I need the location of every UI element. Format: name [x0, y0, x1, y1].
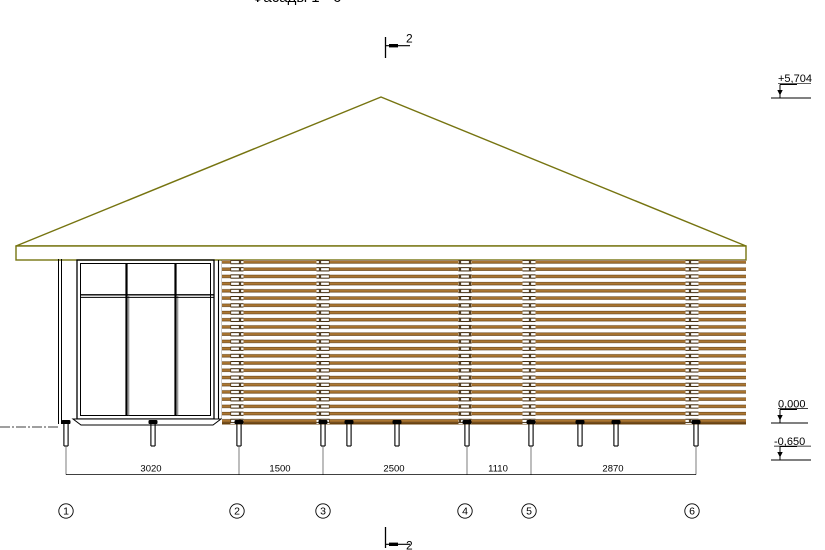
svg-text:1: 1: [63, 506, 69, 518]
svg-text:2: 2: [406, 539, 413, 550]
svg-text:2870: 2870: [602, 464, 623, 475]
svg-text:3: 3: [320, 506, 326, 518]
svg-text:5: 5: [526, 506, 532, 518]
svg-text:4: 4: [462, 506, 468, 518]
svg-text:Фасады 1 - 6: Фасады 1 - 6: [252, 0, 341, 6]
svg-text:2: 2: [234, 506, 240, 518]
svg-text:1500: 1500: [269, 464, 290, 475]
svg-text:1110: 1110: [488, 464, 508, 475]
svg-text:2500: 2500: [383, 464, 404, 475]
svg-text:2: 2: [406, 32, 413, 46]
svg-text:3020: 3020: [140, 464, 161, 475]
svg-text:6: 6: [689, 506, 695, 518]
